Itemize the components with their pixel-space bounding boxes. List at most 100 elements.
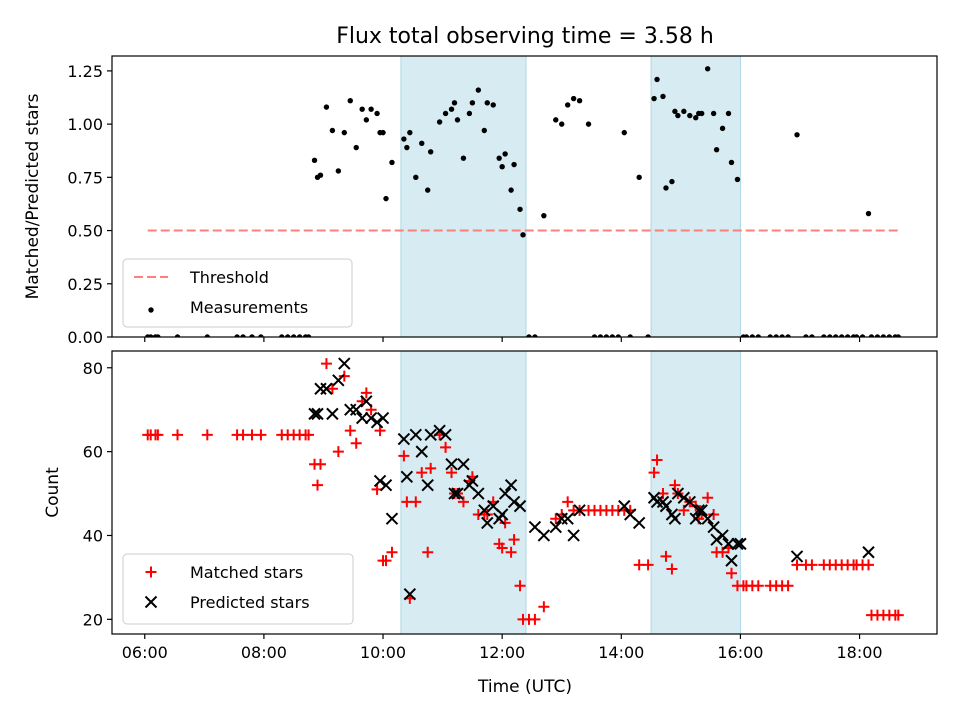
top-plot-area [145,56,901,337]
measurement-point [436,119,443,125]
measurement-point [279,334,285,337]
predicted-stars-point [537,529,551,542]
predicted-stars-point [549,520,562,534]
bottom-x-tick-label: 06:00 [122,643,168,662]
predicted-stars-point [376,411,390,425]
matched-stars-point [338,370,350,382]
measurement-point [508,187,514,193]
measurement-point [597,334,604,337]
measurement-point [240,334,246,337]
top-y-tick-label: 0.50 [67,222,103,241]
measurement-point [687,112,693,119]
top-y-tick-label: 1.00 [67,115,103,134]
measurement-point [710,110,717,117]
measurement-point [532,334,538,337]
matched-stars-point [702,492,714,504]
measurement-point [323,104,330,110]
matched-stars-point [422,546,434,558]
measurement-point [481,127,487,134]
bottom-y-tick-label: 60 [83,443,103,462]
measurement-point [469,100,476,106]
measurement-point [827,334,833,337]
predicted-stars-point [790,550,804,563]
measurement-point [363,117,370,123]
measurement-point [389,159,395,166]
measurement-point [249,334,255,337]
measurement-point [603,334,610,337]
predicted-stars-point [632,516,646,530]
predicted-stars-point [457,457,470,471]
predicted-stars-point [448,487,461,500]
bottom-legend-label: Matched stars [190,563,303,582]
measurement-point [401,136,407,142]
measurement-point [734,176,741,183]
matched-stars-point [410,496,422,508]
measurement-point [317,172,324,178]
measurement-point [454,117,461,123]
predicted-stars-point [338,357,351,370]
predicted-stars-point [671,487,685,500]
measurement-point [475,87,482,93]
matched-stars-point [255,429,267,441]
predicted-stars-point [385,512,399,525]
measurement-point [353,144,359,151]
top-legend-box [122,258,353,328]
measurement-point [779,334,785,337]
matched-stars-point [508,534,520,546]
measurement-point [660,93,666,100]
measurement-point [874,334,881,337]
matched-stars-point [440,441,452,453]
measurement-point [451,100,458,106]
measurement-point [591,334,598,337]
matched-stars-point [152,429,164,441]
predicted-stars-point [695,504,708,517]
measurement-point [645,334,651,337]
measurement-point [496,155,502,161]
measurement-point [681,108,687,115]
predicted-stars-point [320,382,333,395]
top-shaded-interval-2 [650,56,741,337]
matched-stars-point [344,425,356,437]
top-shaded-interval-1 [400,56,527,337]
predicted-stars-point [451,487,464,500]
predicted-stars-point [355,411,369,425]
predicted-stars-point [403,587,417,601]
legend-predicted-swatch [144,595,158,609]
matched-stars-point [782,580,794,592]
measurement-point [511,161,517,168]
predicted-stars-point [668,512,682,525]
bottom-y-tick-label: 80 [83,359,103,378]
measurement-point [609,334,616,337]
bottom-x-tick-label: 12:00 [479,643,525,662]
measurement-point [383,195,389,202]
measurement-point [341,129,348,136]
measurement-point [651,95,657,102]
predicted-stars-point [722,537,735,551]
matched-stars-point [708,509,720,521]
matched-stars-point [314,458,326,470]
bottom-x-tick-label: 18:00 [837,643,883,662]
matched-stars-point [669,479,681,491]
measurement-point [785,334,791,337]
measurement-point [803,334,809,337]
bottom-axes-frame [111,350,938,635]
predicted-stars-point [725,554,738,567]
predicted-stars-point [567,529,580,542]
predicted-stars-point [311,407,324,421]
measurement-point [448,106,455,112]
measurement-point [719,125,726,132]
predicted-stars-point [689,512,702,525]
matched-stars-point [651,454,663,466]
measurement-point [258,334,264,337]
matched-stars-point [425,462,437,474]
measurement-point [553,117,559,123]
measurement-point [526,334,532,337]
measurement-point [654,76,660,83]
predicted-stars-point [421,478,434,492]
measurement-point [234,334,240,337]
predicted-stars-point [504,478,518,492]
measurement-point [621,129,627,136]
matched-stars-point [303,429,315,441]
measurement-point [296,334,303,337]
